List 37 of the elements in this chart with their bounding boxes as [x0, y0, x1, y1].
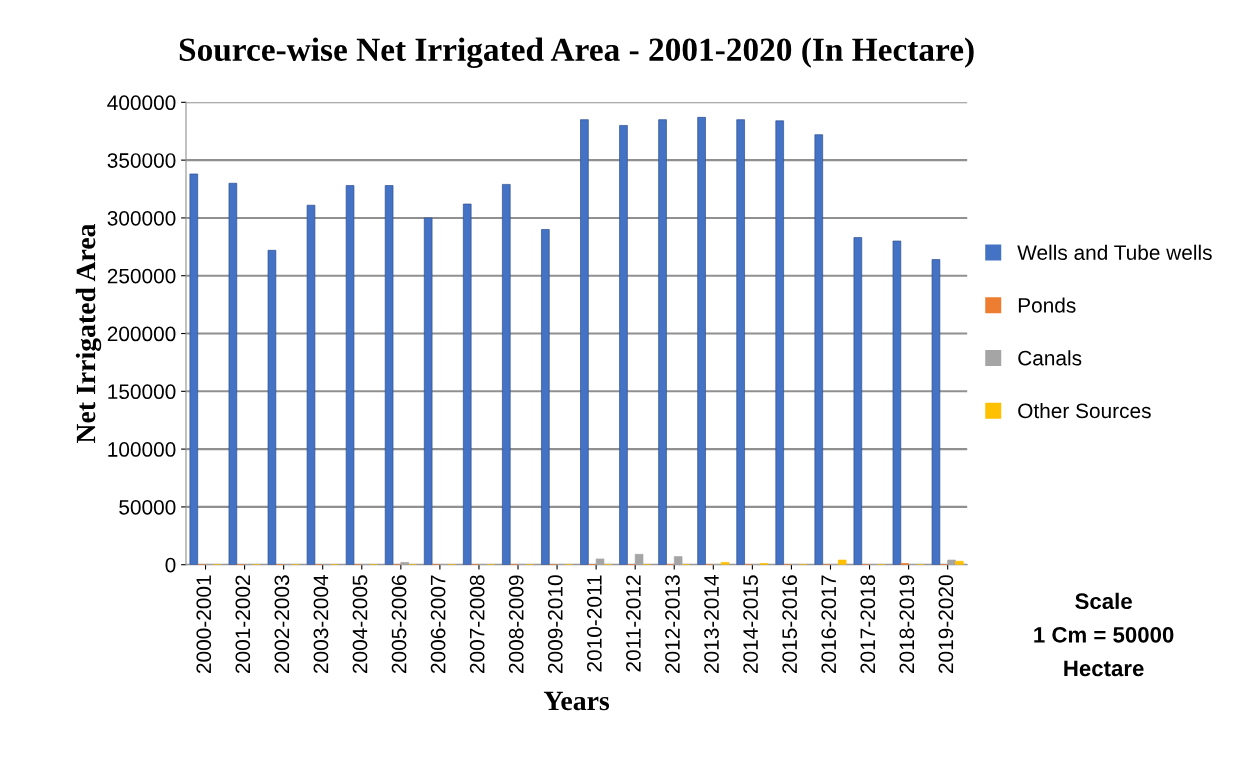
- y-tick-label: 150000: [108, 384, 176, 400]
- legend-label: Wells and Tube wells: [1017, 244, 1212, 260]
- x-tick-label: 2007-2008: [469, 575, 485, 673]
- x-tick-label: 2001-2002: [235, 575, 251, 673]
- y-tick-label: 0: [165, 557, 176, 573]
- x-tick-label: 2006-2007: [430, 575, 446, 673]
- x-tick-label: 2003-2004: [313, 575, 329, 673]
- x-tick-label: 2015-2016: [782, 575, 798, 673]
- x-tick-label: 2012-2013: [665, 575, 680, 673]
- x-tick-label: 2016-2017: [821, 575, 837, 673]
- x-tick-label: 2011-2012: [626, 575, 641, 672]
- y-tick-label: 400000: [107, 95, 176, 111]
- y-tick-label: 100000: [108, 442, 176, 457]
- text: Scale 1 Cm = 50000 Hectare: [1034, 592, 1174, 677]
- y-tick-label: 350000: [107, 153, 176, 168]
- x-tick-label: 2019-2020: [938, 575, 954, 673]
- x-tick-label: 2018-2019: [899, 575, 915, 673]
- y-tick-label: 200000: [107, 326, 176, 342]
- y-tick-label: 300000: [107, 210, 176, 226]
- legend-label: Canals: [1018, 350, 1082, 366]
- x-tick-label: 2005-2006: [391, 575, 407, 673]
- x-tick-label: 2010-2011: [586, 575, 602, 672]
- x-tick-label: 2000-2001: [196, 575, 212, 673]
- x-tick-label: 2008-2009: [508, 575, 524, 673]
- x-tick-label: 2013-2014: [704, 575, 719, 673]
- legend-label: Other Sources: [1018, 402, 1151, 419]
- y-axis-title: Net Irrigated Area: [75, 223, 102, 444]
- y-tick-label: 250000: [107, 268, 176, 284]
- x-axis-title: Years: [543, 691, 610, 711]
- x-tick-label: 2017-2018: [860, 575, 876, 673]
- chart-title: Source-wise Net Irrigated Area - 2001-2020 (In Hectare): [179, 37, 974, 69]
- x-tick-label: 2004-2005: [352, 575, 368, 673]
- x-tick-label: 2002-2003: [274, 575, 290, 673]
- legend-label: Ponds: [1018, 297, 1076, 313]
- y-tick-label: 50000: [119, 499, 176, 515]
- x-tick-label: 2009-2010: [547, 575, 563, 673]
- x-tick-label: 2014-2015: [743, 575, 758, 673]
